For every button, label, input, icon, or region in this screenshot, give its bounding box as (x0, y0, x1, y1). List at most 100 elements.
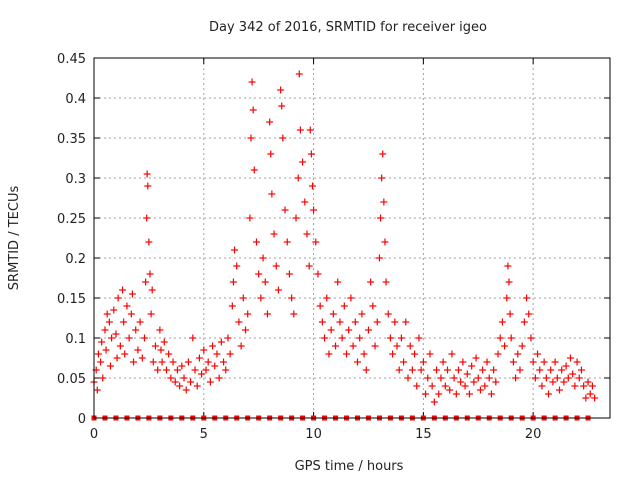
data-point (195, 354, 203, 362)
data-point (171, 378, 179, 386)
data-point (229, 278, 237, 286)
data-point (160, 338, 168, 346)
data-point (516, 366, 524, 374)
data-point (461, 382, 469, 390)
data-point (198, 370, 206, 378)
data-point (498, 318, 506, 326)
data-point (156, 326, 164, 334)
data-point (220, 358, 228, 366)
data-point (566, 354, 574, 362)
data-point (536, 366, 544, 374)
data-point (138, 354, 146, 362)
data-point (252, 238, 260, 246)
data-point (263, 310, 271, 318)
data-point (283, 238, 291, 246)
data-point (490, 366, 498, 374)
data-point (143, 170, 151, 178)
data-point (380, 198, 388, 206)
data-point (101, 326, 109, 334)
data-point (430, 398, 438, 406)
data-point (386, 334, 394, 342)
data-point (527, 334, 535, 342)
data-point (444, 366, 452, 374)
data-point (424, 374, 432, 382)
data-point (268, 190, 276, 198)
data-point (441, 382, 449, 390)
data-point (151, 342, 159, 350)
y-tick-label: 0.05 (57, 372, 86, 387)
data-point (483, 358, 491, 366)
data-point (113, 354, 121, 362)
data-point (123, 302, 131, 310)
data-point (586, 390, 594, 398)
data-point (299, 158, 307, 166)
data-point (249, 106, 257, 114)
data-point (459, 358, 467, 366)
data-point (157, 346, 165, 354)
data-point (222, 366, 230, 374)
x-tick-label: 5 (200, 427, 208, 442)
data-point (338, 334, 346, 342)
data-point (349, 342, 357, 350)
x-tick-label: 10 (305, 427, 322, 442)
data-point (371, 342, 379, 350)
data-point (580, 382, 588, 390)
data-point (384, 310, 392, 318)
data-point (226, 350, 234, 358)
data-point (274, 286, 282, 294)
data-point (278, 102, 286, 110)
chart-title: Day 342 of 2016, SRMTID for receiver ige… (209, 20, 487, 35)
data-point (294, 174, 302, 182)
data-point (235, 318, 243, 326)
data-point (509, 358, 517, 366)
data-point (573, 358, 581, 366)
data-point (200, 346, 208, 354)
data-point (542, 374, 550, 382)
data-point (158, 358, 166, 366)
data-point (476, 386, 484, 394)
data-point (182, 386, 190, 394)
data-point (154, 366, 162, 374)
data-point (540, 358, 548, 366)
data-point (569, 370, 577, 378)
data-point (242, 326, 250, 334)
data-point (340, 302, 348, 310)
data-point (479, 366, 487, 374)
data-point (506, 310, 514, 318)
data-point (244, 310, 252, 318)
data-point (534, 350, 542, 358)
data-point (184, 358, 192, 366)
data-point (470, 378, 478, 386)
y-tick-label: 0.25 (57, 212, 86, 227)
data-point (136, 318, 144, 326)
data-point (492, 378, 500, 386)
data-point (588, 382, 596, 390)
data-point (356, 334, 364, 342)
data-point (395, 366, 403, 374)
data-point (119, 286, 127, 294)
data-point (391, 318, 399, 326)
data-point (435, 390, 443, 398)
data-point (162, 366, 170, 374)
data-point (202, 366, 210, 374)
data-point (279, 134, 287, 142)
data-point (307, 150, 315, 158)
data-point (211, 362, 219, 370)
data-point (505, 278, 513, 286)
data-point (555, 386, 563, 394)
data-point (428, 382, 436, 390)
data-point (204, 358, 212, 366)
data-point (97, 358, 105, 366)
data-point (463, 370, 471, 378)
y-tick-label: 0.2 (65, 252, 86, 267)
data-point (266, 118, 274, 126)
data-point (261, 278, 269, 286)
data-point (439, 358, 447, 366)
data-point (94, 350, 102, 358)
data-point (433, 366, 441, 374)
data-point (375, 254, 383, 262)
data-point (146, 270, 154, 278)
data-point (165, 350, 173, 358)
data-point (306, 126, 314, 134)
